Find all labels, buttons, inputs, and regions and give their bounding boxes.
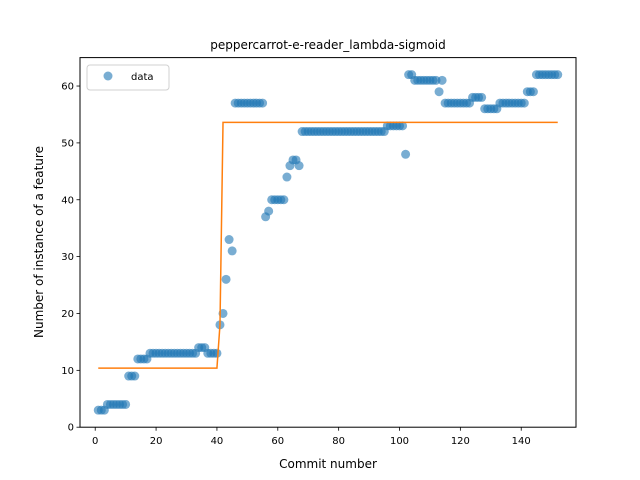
data-point <box>398 121 408 131</box>
x-tick-label: 80 <box>332 436 345 447</box>
x-tick-label: 120 <box>451 436 470 447</box>
data-point <box>437 75 447 85</box>
data-point <box>130 371 140 381</box>
legend-label: data <box>131 72 154 83</box>
legend: data <box>86 64 170 91</box>
y-tick-label: 60 <box>61 82 74 93</box>
y-axis: 0 10 20 30 40 50 60 <box>61 82 80 434</box>
data-point <box>227 246 237 256</box>
y-axis-label: Number of instance of a feature <box>32 146 46 338</box>
data-point <box>121 399 131 409</box>
data-point <box>434 87 444 97</box>
x-axis-label: Commit number <box>279 457 377 471</box>
x-tick-label: 140 <box>512 436 531 447</box>
data-point <box>528 87 538 97</box>
data-point <box>212 348 222 358</box>
legend-frame <box>86 64 170 91</box>
data-point <box>224 235 234 245</box>
data-point <box>279 195 289 205</box>
x-tick-label: 0 <box>92 436 98 447</box>
fit-line <box>98 121 558 369</box>
data-point <box>294 161 304 171</box>
plot-area <box>93 70 563 415</box>
x-tick-label: 100 <box>390 436 409 447</box>
data-point <box>282 172 292 182</box>
data-point <box>553 70 563 80</box>
data-point <box>221 274 231 284</box>
y-tick-label: 50 <box>61 138 74 149</box>
y-tick-label: 30 <box>61 252 74 263</box>
plot-frame <box>79 57 577 428</box>
y-tick-label: 20 <box>61 309 74 320</box>
legend-marker <box>103 71 113 81</box>
data-point <box>264 206 274 216</box>
data-point <box>401 149 411 159</box>
y-tick-label: 10 <box>61 366 74 377</box>
data-point <box>519 98 529 108</box>
y-tick-label: 0 <box>68 423 74 434</box>
x-axis: 0 20 40 60 80 100 120 140 <box>92 427 531 447</box>
x-tick-label: 20 <box>150 436 163 447</box>
x-tick-label: 40 <box>211 436 224 447</box>
y-tick-label: 40 <box>61 195 74 206</box>
data-point <box>258 98 268 108</box>
x-tick-label: 60 <box>271 436 284 447</box>
data-point <box>477 92 487 102</box>
chart-title: peppercarrot-e-reader_lambda-sigmoid <box>210 38 446 52</box>
